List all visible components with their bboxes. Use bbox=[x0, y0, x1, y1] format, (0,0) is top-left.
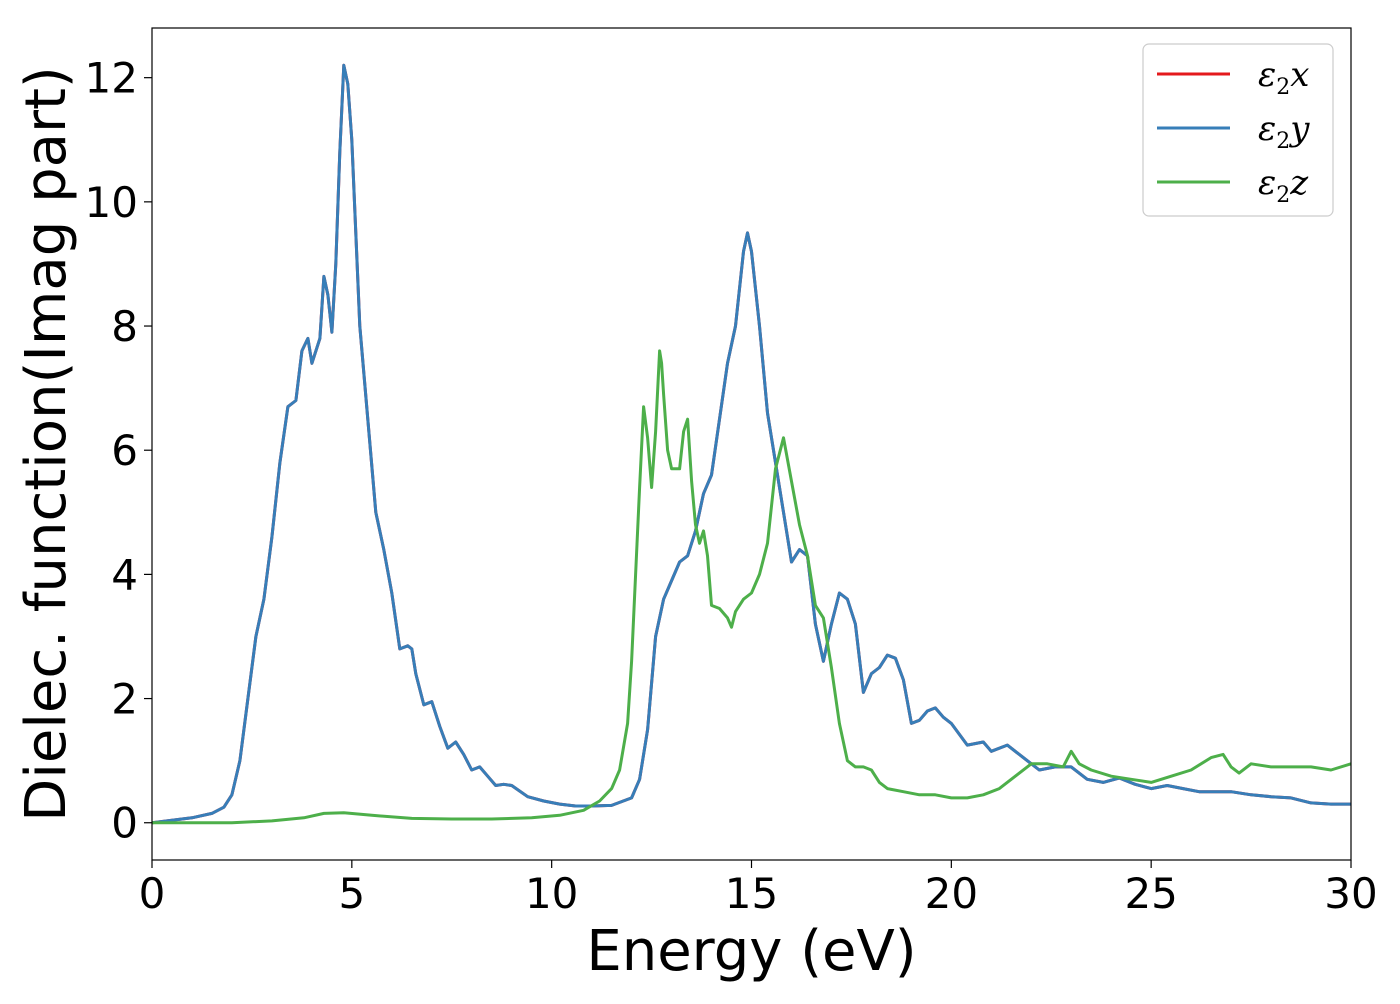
x-tick-label: 20 bbox=[925, 869, 978, 918]
x-tick-label: 5 bbox=[338, 869, 365, 918]
y-tick-label: 10 bbox=[85, 178, 138, 227]
x-tick-label: 30 bbox=[1324, 869, 1377, 918]
legend-box bbox=[1142, 43, 1334, 217]
y-axis-ticks: 0 2 4 6 8 10 12 bbox=[85, 54, 152, 848]
x-axis-ticks: 0 5 10 15 20 25 30 bbox=[139, 860, 1378, 918]
x-tick-label: 15 bbox=[725, 869, 778, 918]
x-tick-label: 10 bbox=[525, 869, 578, 918]
legend-label-z: ε2z bbox=[1258, 163, 1309, 208]
x-tick-label: 0 bbox=[139, 869, 166, 918]
series-line-z bbox=[152, 349, 1351, 825]
legend: ε2x ε2y ε2z bbox=[1142, 43, 1334, 217]
y-tick-label: 0 bbox=[111, 799, 138, 848]
series-lines-layer bbox=[152, 63, 1351, 825]
y-tick-label: 8 bbox=[111, 302, 138, 351]
legend-label-y: ε2y bbox=[1258, 109, 1310, 154]
y-tick-label: 2 bbox=[111, 675, 138, 724]
y-tick-label: 6 bbox=[111, 426, 138, 475]
y-axis-title: Dielec. function(Imag part) bbox=[14, 66, 79, 822]
y-tick-label: 4 bbox=[111, 550, 138, 599]
y-tick-label: 12 bbox=[85, 54, 138, 103]
legend-label-x: ε2x bbox=[1258, 55, 1309, 100]
x-axis-title: Energy (eV) bbox=[586, 919, 916, 984]
x-tick-label: 25 bbox=[1124, 869, 1177, 918]
series-line-y bbox=[152, 63, 1351, 825]
